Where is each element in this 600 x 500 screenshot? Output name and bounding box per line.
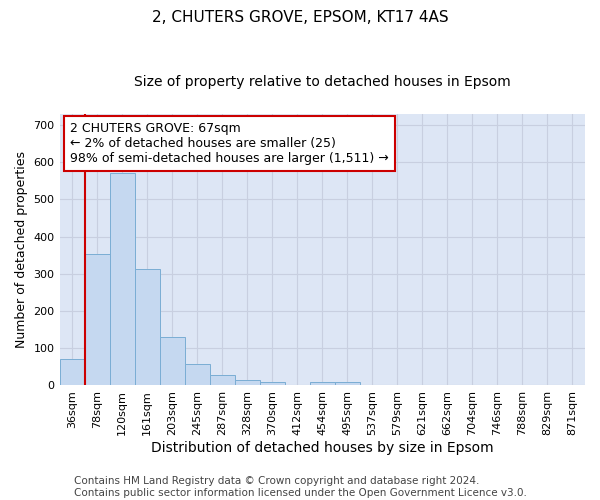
Bar	[85, 254, 110, 386]
Title: Size of property relative to detached houses in Epsom: Size of property relative to detached ho…	[134, 75, 511, 89]
Bar	[235, 380, 260, 386]
Bar	[134, 269, 160, 386]
Text: 2, CHUTERS GROVE, EPSOM, KT17 4AS: 2, CHUTERS GROVE, EPSOM, KT17 4AS	[152, 10, 448, 25]
Bar	[160, 337, 185, 386]
Bar	[110, 174, 134, 386]
Bar	[209, 376, 235, 386]
Text: 2 CHUTERS GROVE: 67sqm
← 2% of detached houses are smaller (25)
98% of semi-deta: 2 CHUTERS GROVE: 67sqm ← 2% of detached …	[70, 122, 389, 165]
Bar	[59, 360, 85, 386]
Bar	[310, 382, 335, 386]
Bar	[260, 382, 285, 386]
Y-axis label: Number of detached properties: Number of detached properties	[15, 151, 28, 348]
Text: Contains HM Land Registry data © Crown copyright and database right 2024.
Contai: Contains HM Land Registry data © Crown c…	[74, 476, 526, 498]
X-axis label: Distribution of detached houses by size in Epsom: Distribution of detached houses by size …	[151, 441, 494, 455]
Bar	[185, 364, 209, 386]
Bar	[335, 382, 360, 386]
